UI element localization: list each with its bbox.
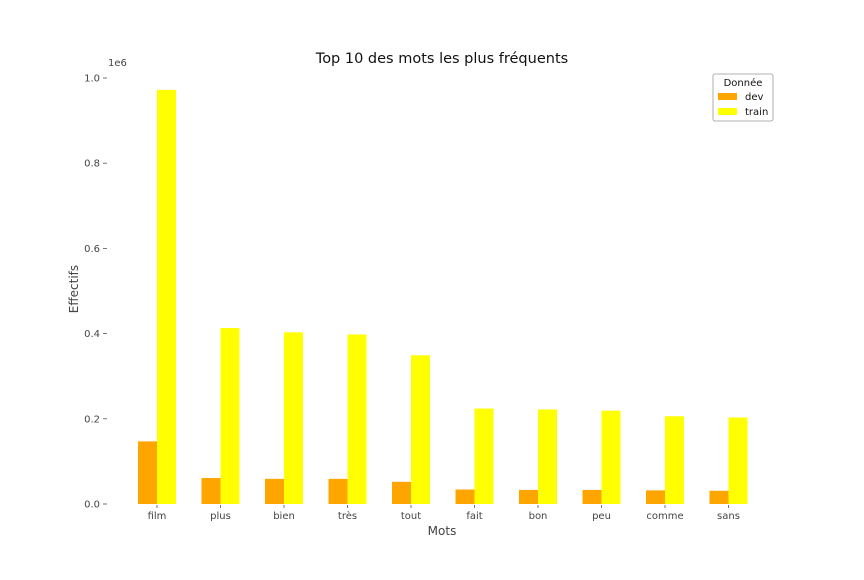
legend-title: Donnée — [724, 77, 763, 89]
bar-dev-comme — [646, 490, 665, 504]
x-tick-label-3: très — [338, 510, 357, 522]
bar-train-comme — [665, 416, 684, 504]
bar-train-peu — [601, 410, 621, 504]
y-tick-label: 0.2 — [84, 414, 100, 425]
bar-dev-film — [138, 441, 157, 504]
bar-train-plus — [220, 328, 240, 504]
x-tick-label-6: bon — [529, 511, 548, 522]
x-axis-label: Mots — [428, 524, 457, 538]
x-tick-label-9: sans — [717, 511, 740, 522]
legend: Donnée dev train — [712, 73, 774, 122]
bar-train-bien — [284, 332, 303, 504]
y-tick-label: 1.0 — [84, 74, 100, 85]
y-axis: 0.0 0.2 0.4 0.6 0.8 1.0 — [84, 74, 107, 511]
bar-dev-sans — [709, 490, 729, 504]
bar-train-fait — [474, 408, 494, 504]
legend-label-dev: dev — [745, 92, 764, 103]
bars-group — [138, 89, 748, 504]
bar-train-bon — [538, 409, 557, 504]
chart-title: Top 10 des mots les plus fréquents — [315, 51, 568, 67]
bar-dev-plus — [201, 478, 221, 504]
x-tick-label-7: peu — [592, 511, 611, 522]
x-axis: film plus bien très tout fait bon peu comme sans — [148, 505, 740, 522]
bar-dev-fait — [455, 489, 475, 504]
bar-train-tout — [411, 355, 430, 504]
legend-swatch-train — [718, 108, 737, 115]
x-tick-label-1: plus — [210, 511, 231, 522]
bar-train-film — [157, 89, 176, 504]
y-tick-label: 0.0 — [84, 500, 100, 511]
bar-train-sans — [728, 417, 748, 504]
bar-dev-bien — [265, 478, 284, 504]
bar-dev-tout — [392, 481, 411, 504]
x-tick-label-4: tout — [401, 511, 421, 522]
x-tick-label-0: film — [148, 511, 167, 522]
y-tick-label: 0.4 — [84, 329, 100, 340]
x-tick-label-5: fait — [466, 511, 482, 522]
legend-swatch-dev — [718, 93, 737, 100]
x-tick-label-8: comme — [646, 511, 683, 522]
legend-label-train: train — [745, 107, 768, 118]
bar-dev-très — [328, 478, 348, 504]
y-tick-label: 0.8 — [84, 159, 100, 170]
x-tick-label-2: bien — [273, 511, 295, 522]
bar-dev-peu — [582, 489, 602, 504]
y-offset-label: 1e6 — [108, 58, 127, 69]
bar-dev-bon — [519, 489, 538, 504]
y-tick-label: 0.6 — [84, 244, 100, 255]
bar-train-très — [347, 334, 367, 504]
y-axis-label: Effectifs — [67, 265, 81, 313]
